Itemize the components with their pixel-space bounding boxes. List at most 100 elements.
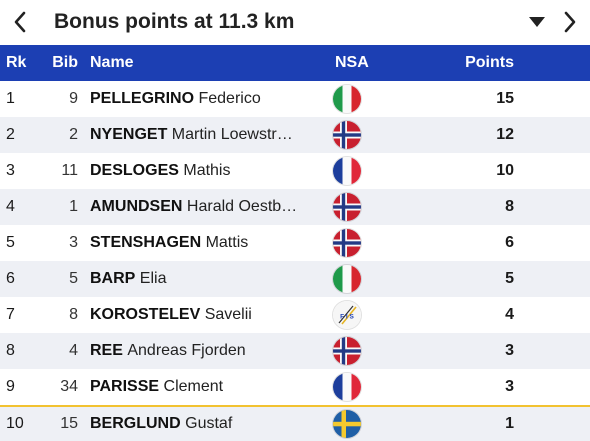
bib-cell: 1 bbox=[69, 198, 78, 215]
athlete-name-cell[interactable]: STENSHAGEN Mattis bbox=[90, 225, 330, 261]
points-cell: 12 bbox=[496, 126, 514, 143]
athlete-first-name: Martin Loewstr… bbox=[171, 126, 293, 143]
rank-cell: 6 bbox=[6, 270, 15, 287]
rank-cell: 5 bbox=[6, 234, 15, 251]
bib-cell: 2 bbox=[69, 126, 78, 143]
athlete-first-name: Savelii bbox=[204, 306, 252, 323]
results-table-body: 1 9 PELLEGRINO Federico 15 2 2 NYENGET Martin… bbox=[0, 81, 590, 441]
athlete-name-cell[interactable]: AMUNDSEN Harald Oestb… bbox=[90, 189, 330, 225]
athlete-last-name: BARP bbox=[90, 270, 136, 287]
column-header-name[interactable]: Name bbox=[90, 54, 134, 71]
table-header: Rk Bib Name NSA Points bbox=[0, 45, 590, 81]
points-cell: 6 bbox=[505, 234, 514, 251]
athlete-first-name: Andreas Fjorden bbox=[127, 342, 246, 359]
ita-flag-icon bbox=[333, 85, 361, 113]
athlete-name-cell[interactable]: PELLEGRINO Federico bbox=[90, 81, 330, 117]
previous-button[interactable] bbox=[2, 0, 38, 43]
table-row[interactable]: 9 34 PARISSE Clement 3 bbox=[0, 369, 590, 405]
athlete-last-name: PARISSE bbox=[90, 378, 160, 395]
athlete-name-cell[interactable]: NYENGET Martin Loewstr… bbox=[90, 117, 330, 153]
athlete-last-name: AMUNDSEN bbox=[90, 198, 183, 215]
nsa-cell bbox=[333, 81, 383, 117]
next-button[interactable] bbox=[552, 0, 588, 43]
athlete-name-cell[interactable]: DESLOGES Mathis bbox=[90, 153, 330, 189]
rank-cell: 4 bbox=[6, 198, 15, 215]
bib-cell: 5 bbox=[69, 270, 78, 287]
rank-cell: 9 bbox=[6, 378, 15, 395]
checkpoint-dropdown-button[interactable] bbox=[522, 0, 552, 43]
athlete-last-name: NYENGET bbox=[90, 126, 168, 143]
points-cell: 5 bbox=[505, 270, 514, 287]
table-row[interactable]: 3 11 DESLOGES Mathis 10 bbox=[0, 153, 590, 189]
bib-cell: 4 bbox=[69, 342, 78, 359]
nor-flag-icon bbox=[333, 229, 361, 257]
swe-flag-icon bbox=[333, 410, 361, 438]
athlete-name-cell[interactable]: KOROSTELEV Savelii bbox=[90, 297, 330, 333]
athlete-first-name: Elia bbox=[139, 270, 167, 287]
rank-cell: 10 bbox=[6, 415, 24, 432]
bib-cell: 9 bbox=[69, 90, 78, 107]
table-row[interactable]: 10 15 BERGLUND Gustaf 1 bbox=[0, 405, 590, 441]
athlete-last-name: KOROSTELEV bbox=[90, 306, 201, 323]
table-row[interactable]: 2 2 NYENGET Martin Loewstr… 12 bbox=[0, 117, 590, 153]
points-cell: 8 bbox=[505, 198, 514, 215]
table-row[interactable]: 5 3 STENSHAGEN Mattis 6 bbox=[0, 225, 590, 261]
athlete-first-name: Mathis bbox=[183, 162, 231, 179]
athlete-first-name: Mattis bbox=[205, 234, 249, 251]
table-row[interactable]: 8 4 REE Andreas Fjorden 3 bbox=[0, 333, 590, 369]
rank-cell: 3 bbox=[6, 162, 15, 179]
table-row[interactable]: 4 1 AMUNDSEN Harald Oestb… 8 bbox=[0, 189, 590, 225]
chevron-left-icon bbox=[14, 11, 26, 32]
column-header-points[interactable]: Points bbox=[465, 54, 514, 71]
caret-down-icon bbox=[529, 16, 545, 27]
athlete-name-cell[interactable]: REE Andreas Fjorden bbox=[90, 333, 330, 369]
athlete-last-name: BERGLUND bbox=[90, 415, 181, 432]
athlete-name-cell[interactable]: PARISSE Clement bbox=[90, 369, 330, 405]
column-header-bib[interactable]: Bib bbox=[52, 54, 78, 71]
rank-cell: 8 bbox=[6, 342, 15, 359]
athlete-last-name: DESLOGES bbox=[90, 162, 179, 179]
points-cell: 3 bbox=[505, 378, 514, 395]
table-row[interactable]: 7 8 KOROSTELEV Savelii F I S 4 bbox=[0, 297, 590, 333]
fra-flag-icon bbox=[333, 373, 361, 401]
top-bar: Bonus points at 11.3 km bbox=[0, 0, 590, 43]
points-cell: 3 bbox=[505, 342, 514, 359]
bib-cell: 15 bbox=[60, 415, 78, 432]
nsa-cell bbox=[333, 369, 383, 405]
athlete-first-name: Gustaf bbox=[185, 415, 233, 432]
table-row[interactable]: 6 5 BARP Elia 5 bbox=[0, 261, 590, 297]
athlete-first-name: Clement bbox=[163, 378, 224, 395]
rank-cell: 2 bbox=[6, 126, 15, 143]
nor-flag-icon bbox=[333, 337, 361, 365]
nsa-cell bbox=[333, 225, 383, 261]
nsa-cell: F I S bbox=[333, 297, 383, 333]
nor-flag-icon bbox=[333, 193, 361, 221]
ita-flag-icon bbox=[333, 265, 361, 293]
nsa-cell bbox=[333, 407, 383, 441]
page-title: Bonus points at 11.3 km bbox=[54, 9, 295, 33]
bib-cell: 11 bbox=[61, 162, 78, 179]
nsa-cell bbox=[333, 189, 383, 225]
points-cell: 10 bbox=[496, 162, 514, 179]
nsa-cell bbox=[333, 117, 383, 153]
bib-cell: 3 bbox=[69, 234, 78, 251]
nsa-cell bbox=[333, 153, 383, 189]
svg-text:F I S: F I S bbox=[340, 314, 354, 321]
column-header-rank[interactable]: Rk bbox=[6, 54, 27, 71]
athlete-first-name: Harald Oestb… bbox=[186, 198, 298, 215]
athlete-last-name: PELLEGRINO bbox=[90, 90, 195, 107]
athlete-name-cell[interactable]: BERGLUND Gustaf bbox=[90, 407, 330, 441]
athlete-last-name: REE bbox=[90, 342, 123, 359]
table-row[interactable]: 1 9 PELLEGRINO Federico 15 bbox=[0, 81, 590, 117]
athlete-first-name: Federico bbox=[198, 90, 261, 107]
athlete-name-cell[interactable]: BARP Elia bbox=[90, 261, 330, 297]
nsa-cell bbox=[333, 261, 383, 297]
column-header-nsa[interactable]: NSA bbox=[335, 54, 369, 71]
rank-cell: 7 bbox=[6, 306, 15, 323]
points-cell: 15 bbox=[496, 90, 514, 107]
points-cell: 4 bbox=[505, 306, 514, 323]
nsa-cell bbox=[333, 333, 383, 369]
bib-cell: 8 bbox=[69, 306, 78, 323]
rank-cell: 1 bbox=[6, 90, 15, 107]
fis-flag-icon: F I S bbox=[333, 301, 361, 329]
